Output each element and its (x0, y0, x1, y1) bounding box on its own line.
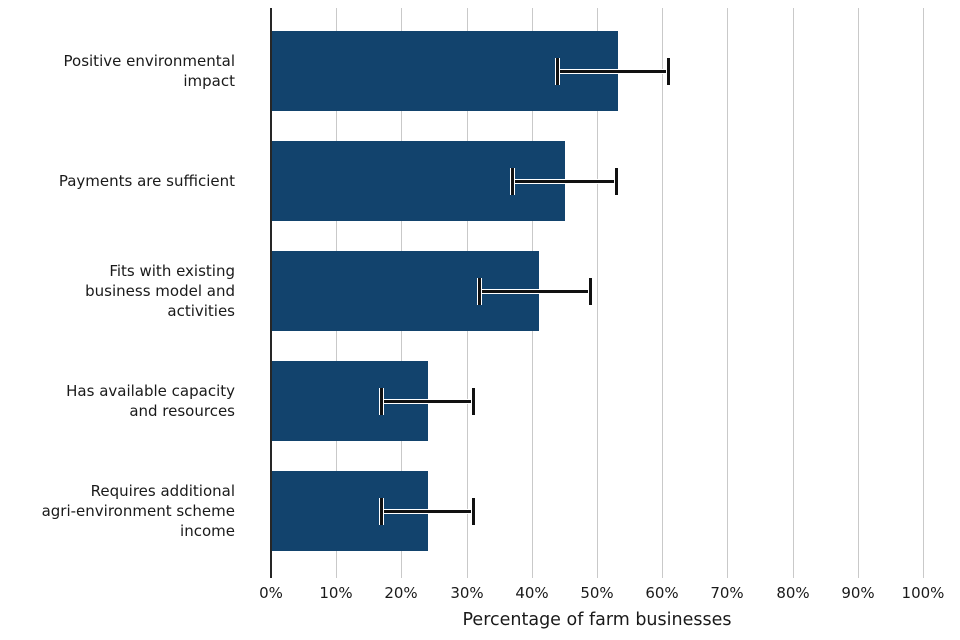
error-bar-cap-low (555, 57, 560, 85)
category-label: Positive environmental impact (63, 52, 235, 90)
error-bar-line (480, 288, 591, 294)
gridline-60 (662, 8, 663, 578)
x-tick-label: 50% (580, 584, 614, 602)
error-bar-line (512, 178, 616, 184)
error-bar-line (382, 398, 473, 404)
x-tick-label: 70% (710, 584, 744, 602)
error-bar-cap-low (379, 497, 384, 525)
category-label: Requires additional agri-environment sche… (41, 482, 235, 540)
error-bar-line (558, 68, 669, 74)
x-tick-label: 0% (259, 584, 283, 602)
error-bar-cap-high (471, 497, 476, 525)
x-tick-label: 40% (515, 584, 549, 602)
error-bar-cap-low (379, 387, 384, 415)
error-bar-cap-high (471, 387, 476, 415)
category-label: Has available capacity and resources (66, 382, 235, 420)
gridline-100 (923, 8, 924, 578)
error-bar-cap-low (477, 277, 482, 305)
x-tick-label: 10% (319, 584, 353, 602)
x-tick-label: 30% (450, 584, 484, 602)
category-label: Fits with existing business model and acti… (85, 262, 235, 320)
gridline-70 (727, 8, 728, 578)
error-bar-cap-low (510, 167, 515, 195)
x-tick-label: 60% (645, 584, 679, 602)
error-bar-cap-high (666, 57, 671, 85)
error-bar-line (382, 508, 473, 514)
gridline-90 (858, 8, 859, 578)
x-tick-label: 90% (841, 584, 875, 602)
gridline-50 (597, 8, 598, 578)
gridline-80 (793, 8, 794, 578)
x-axis-label: Percentage of farm businesses (462, 610, 732, 630)
x-tick-label: 20% (384, 584, 418, 602)
x-tick-label: 80% (776, 584, 810, 602)
error-bar-cap-high (614, 167, 619, 195)
x-tick-label: 100% (901, 584, 945, 602)
error-bar-cap-high (588, 277, 593, 305)
category-label: Payments are sufficient (58, 172, 235, 190)
y-axis-spine (270, 8, 272, 578)
